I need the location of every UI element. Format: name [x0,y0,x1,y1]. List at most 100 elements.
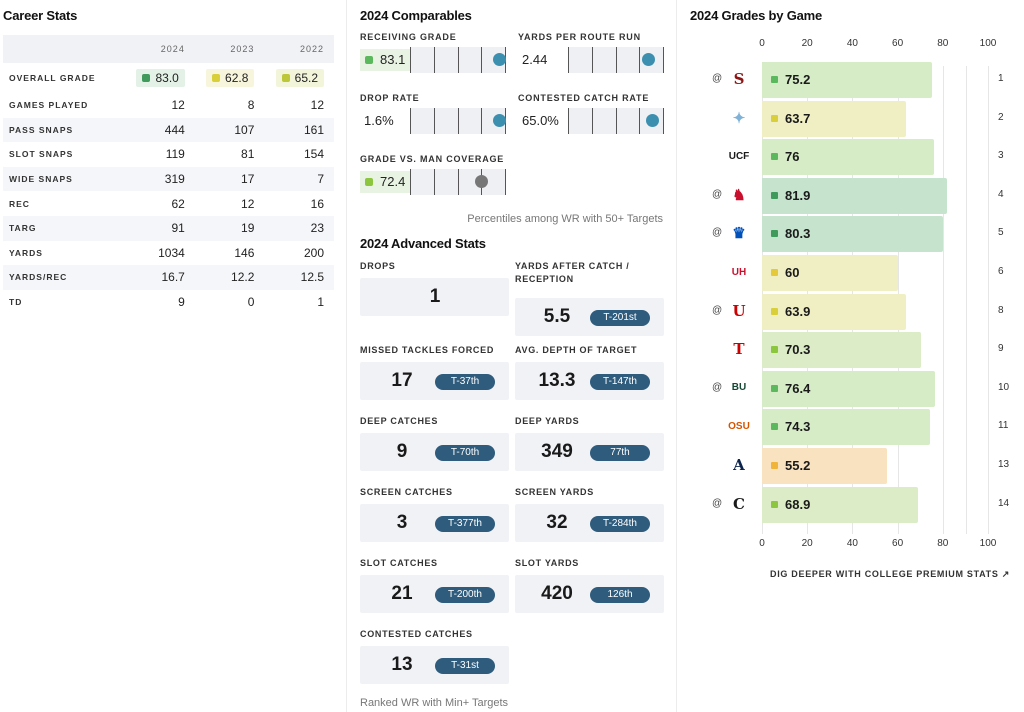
career-row: YARDS 1034 146 200 [3,241,334,266]
career-stat-cell: 16 [310,196,324,211]
percentile-tick [457,169,459,195]
advanced-stat-label: DROPS [360,261,396,271]
grade-chip: 62.8 [206,69,255,87]
career-stat-cell: 1 [317,295,324,310]
advanced-stat-value: 5.5 [543,306,571,327]
comparable-label: YARDS PER ROUTE RUN [518,32,641,42]
game-week-number: 1 [998,73,1004,84]
percentile-tick [615,47,617,73]
game-row: @ BU 76.4 10 [690,370,1020,407]
game-row: UH 60 6 [690,255,1020,291]
career-stat-cell: 81 [241,147,255,162]
game-grade-value: 55.2 [785,458,811,473]
away-indicator: @ [712,188,723,200]
grade-value: 62.8 [225,71,249,85]
percentile-tick [481,108,483,134]
advanced-stat-box: 1 [360,278,509,316]
advanced-stat-box: 17 T-37th [360,362,509,400]
away-indicator: @ [712,227,723,239]
comparable-grade-square [365,56,373,64]
rank-badge: T-201st [590,310,650,326]
game-row: UCF 76 3 [690,139,1020,176]
grade-color-square [771,423,778,431]
advanced-stat-box: 3 T-377th [360,504,509,542]
away-indicator: @ [712,304,723,316]
comparable-label: DROP RATE [360,93,420,103]
career-stat-cell: 12.5 [264,265,334,290]
advanced-stat-label: DEEP YARDS [515,416,580,426]
percentile-tick [410,169,411,195]
career-stat-cell: 12 [171,98,185,113]
game-row: @ S 75.2 1 [690,62,1020,98]
career-stat-cell: 9 [178,295,185,310]
away-indicator: @ [712,73,723,84]
axis-tick-label-top: 60 [892,38,904,49]
advanced-stat-label: YARDS AFTER CATCH / RECEPTION [515,261,630,284]
percentile-tick [433,169,435,195]
career-year-header: 2023 [194,35,265,63]
career-stat-cell: 12 [310,98,324,113]
career-row-label: GAMES PLAYED [9,100,89,111]
career-stat-cell: 0 [247,295,255,310]
career-row-label: SLOT SNAPS [9,149,74,160]
career-stats-panel: Career Stats 2024 2023 2022 OVERALL GRAD… [3,8,334,314]
career-row-label: TARG [3,215,126,241]
percentile-tick [615,108,617,134]
gridline [988,66,989,534]
opponent-logo-icon: UH [731,266,747,278]
axis-tick-label-bottom: 80 [937,538,949,549]
advanced-stat-box: 420 126th [515,575,664,613]
opponent-logo-icon: S [733,70,745,88]
gridline [966,66,967,534]
career-stats-table: 2024 2023 2022 OVERALL GRADE 83.0 62.8 65.2… [3,35,334,314]
opponent-logo-icon: OSU [728,420,750,432]
career-row: PASS SNAPS 444 107 161 [3,117,334,143]
opponent-logo-icon: UCF [728,150,750,162]
career-stat-cell: 17 [194,166,265,192]
comparable-value: 2.44 [522,52,548,67]
career-row-label: YARDS [9,247,43,258]
game-row: @ C 68.9 14 [690,486,1020,523]
career-stat-cell: 62 [171,196,185,211]
game-grade-value: 63.7 [785,110,811,126]
comparable-value: 72.4 [360,171,411,193]
game-grade-value: 74.3 [785,419,811,435]
advanced-stat-value: 17 [391,370,413,391]
grade-chip: 65.2 [275,69,324,87]
advanced-stat-value: 1 [429,286,441,307]
advanced-stat-box: 21 T-200th [360,575,509,613]
game-grade-bar: 80.3 [762,216,944,253]
grade-color-square [771,346,778,354]
comparable-label: GRADE VS. MAN COVERAGE [360,154,505,164]
rank-badge: 77th [590,445,650,461]
advanced-stat-label: SCREEN CATCHES [360,487,453,497]
advanced-stat-box: 13.3 T-147th [515,362,664,400]
gridline [942,66,944,534]
grade-value: 65.2 [294,71,318,85]
percentile-dot [645,114,659,127]
career-stat-cell: 7 [264,166,334,192]
game-grade-value: 80.3 [785,226,811,242]
game-grade-bar: 68.9 [762,486,918,523]
comparables-panel: 2024 Comparables RECEIVING GRADE 83.1 YARD… [360,8,666,709]
game-week-number: 14 [998,497,1010,509]
premium-stats-link[interactable]: DIG DEEPER WITH COLLEGE PREMIUM STATS ↗ [770,569,1011,579]
grade-chip: 83.0 [136,69,185,87]
game-row: ✦ 63.7 2 [690,100,1020,137]
advanced-stat-label: CONTESTED CATCHES [360,629,473,639]
percentile-bar [568,47,664,73]
axis-tick-label-top: 80 [937,38,949,49]
advanced-stat-label: SLOT YARDS [515,558,580,568]
grade-color-square [771,76,778,83]
game-grade-bar: 70.3 [762,332,921,369]
career-row-label: OVERALL GRADE [9,73,96,83]
advanced-stat-label: DEEP CATCHES [360,416,439,426]
grade-value: 83.0 [155,71,179,85]
game-grade-value: 60 [785,265,800,280]
career-stat-cell: 91 [125,215,195,241]
opponent-logo-icon: BU [731,382,747,394]
career-stat-cell: 8 [247,98,255,113]
rank-badge: T-284th [590,516,650,532]
game-row: T 70.3 9 [690,332,1020,369]
advanced-stat-value: 9 [396,441,408,462]
